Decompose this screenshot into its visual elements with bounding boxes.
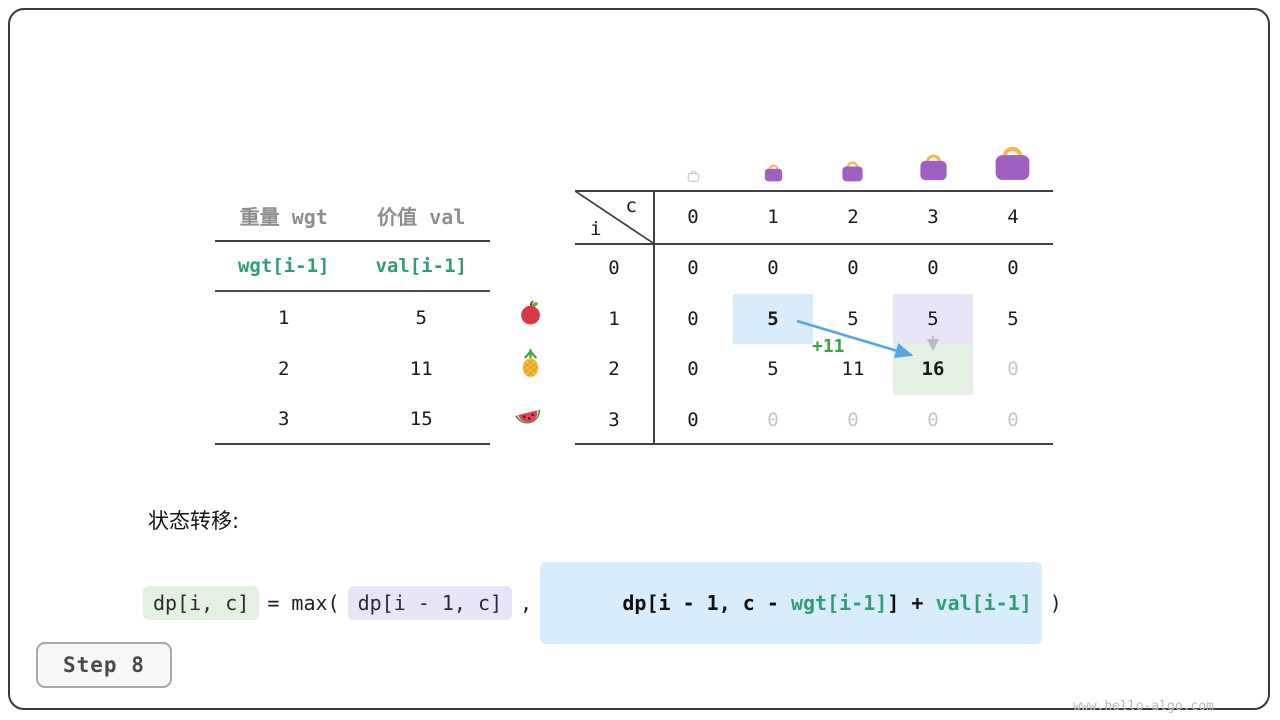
dp-vertical-rule: [653, 190, 655, 445]
bag-icon-capacity-0: [686, 167, 701, 183]
bag-icon-capacity-2: [839, 155, 866, 183]
items-formula-wgt: wgt[i-1]: [237, 255, 330, 277]
dp-row-header: 1: [608, 307, 620, 330]
dp-row-header: 0: [608, 257, 620, 280]
dp-cell-source-highlight: 5: [733, 293, 813, 344]
dp-cell-result-highlight: 16: [893, 344, 973, 395]
item-wgt: 3: [278, 407, 290, 430]
item-val: 11: [409, 357, 433, 380]
item-wgt: 1: [278, 306, 290, 329]
dp-col-header: 3: [927, 205, 939, 228]
items-formula-val: val[i-1]: [375, 255, 467, 277]
item-val: 5: [415, 306, 427, 329]
dp-cell: 0: [1007, 358, 1019, 381]
transition-formula: dp[i, c] = max( dp[i - 1, c] , dp[i - 1,…: [143, 562, 1070, 644]
item-val: 15: [409, 407, 433, 430]
dp-cell: 0: [687, 358, 699, 381]
pineapple-icon: [517, 348, 544, 379]
dp-cell: 0: [1007, 257, 1019, 280]
transition-title: 状态转移:: [148, 509, 240, 533]
dp-cell: 0: [767, 257, 779, 280]
dp-cell: 0: [847, 257, 859, 280]
formula-lhs: dp[i, c]: [143, 586, 260, 620]
formula-option-take: dp[i - 1, c - wgt[i-1]] + val[i-1]: [540, 562, 1042, 644]
items-table-row: 2 11: [215, 343, 490, 394]
watermark: www.hello-algo.com: [1073, 699, 1214, 714]
formula-option-keep: dp[i - 1, c]: [347, 586, 513, 620]
items-table-formula-row: wgt[i-1] val[i-1]: [215, 242, 490, 292]
formula-take-wgt: wgt[i-1]: [790, 591, 888, 615]
dp-cell: 0: [687, 408, 699, 431]
bag-icon-capacity-1: [762, 159, 785, 183]
dp-cell: 11: [841, 358, 865, 381]
row-variable-label: i: [590, 218, 602, 240]
dp-cell: 0: [927, 257, 939, 280]
plus-value-annotation: +11: [812, 336, 845, 357]
dp-col-header: 4: [1007, 205, 1019, 228]
dp-cell-above-highlight: 5: [893, 293, 973, 344]
dp-cell: 0: [687, 257, 699, 280]
dp-row-header: 2: [608, 358, 620, 381]
dp-header-rule: [575, 243, 1053, 245]
dp-cell: 0: [847, 408, 859, 431]
formula-eq-max: = max(: [267, 591, 340, 615]
dp-grid: c i 0 1 2 3 4 0 0 0 0 0 0 1 0 5 5 5 5 2 …: [575, 190, 1053, 445]
items-header-val: 价值 val: [377, 204, 466, 229]
item-wgt: 2: [278, 357, 290, 380]
dp-cell: 0: [767, 408, 779, 431]
dp-cell: 0: [927, 408, 939, 431]
dp-col-header: 0: [687, 205, 699, 228]
dp-top-rule: [575, 190, 1053, 192]
col-variable-label: c: [625, 195, 637, 217]
formula-take-part: ] +: [887, 591, 936, 615]
dp-col-header: 2: [847, 205, 859, 228]
items-table: 重量 wgt 价值 val wgt[i-1] val[i-1] 1 5 2 11…: [215, 190, 490, 445]
items-table-row: 1 5: [215, 292, 490, 343]
dp-cell: 5: [847, 307, 859, 330]
corner-diagonal-line: [575, 190, 653, 243]
dp-cell: 0: [1007, 408, 1019, 431]
dp-row-header: 3: [608, 408, 620, 431]
step-indicator: Step 8: [36, 642, 172, 688]
formula-close-paren: ): [1049, 591, 1062, 615]
items-table-row: 3 15: [215, 394, 490, 445]
dp-cell: 0: [687, 307, 699, 330]
formula-take-part: dp[i - 1, c -: [622, 591, 791, 615]
items-table-header: 重量 wgt 价值 val: [215, 190, 490, 242]
dp-table: c i 0 1 2 3 4 0 0 0 0 0 0 1 0 5 5 5 5 2 …: [575, 190, 1053, 445]
items-header-wgt: 重量 wgt: [239, 204, 328, 229]
dp-cell: 5: [767, 358, 779, 381]
dp-corner-cell: c i: [575, 190, 653, 243]
dp-bottom-rule: [575, 443, 1053, 445]
formula-take-val: val[i-1]: [935, 591, 1032, 615]
watermelon-icon: [511, 401, 547, 435]
dp-col-header: 1: [767, 205, 779, 228]
apple-icon: [517, 299, 544, 326]
dp-cell: 5: [1007, 307, 1019, 330]
formula-comma: ,: [520, 591, 533, 615]
bag-icon-capacity-4: [990, 136, 1035, 183]
bag-icon-capacity-3: [916, 146, 951, 183]
